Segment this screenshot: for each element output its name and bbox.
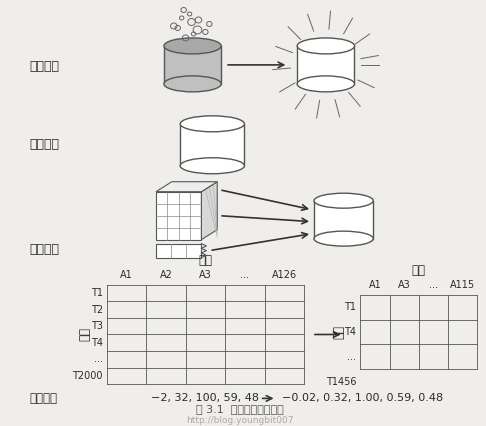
Text: T1: T1	[91, 288, 103, 298]
Text: T1: T1	[345, 302, 356, 312]
Polygon shape	[156, 182, 217, 192]
Text: A1: A1	[120, 270, 133, 279]
Text: T2000: T2000	[72, 371, 103, 381]
Text: T1456: T1456	[326, 377, 356, 387]
Bar	[180, 124, 244, 166]
Text: 事务: 事务	[332, 325, 345, 339]
Text: 属性: 属性	[198, 253, 212, 267]
Text: ...: ...	[347, 352, 356, 362]
Ellipse shape	[314, 231, 373, 246]
Text: http://blog.youngbit007: http://blog.youngbit007	[186, 416, 294, 425]
Text: A126: A126	[272, 270, 297, 279]
Text: T4: T4	[345, 327, 356, 337]
Text: A1: A1	[368, 279, 382, 290]
Text: A115: A115	[450, 279, 475, 290]
Bar	[156, 192, 201, 240]
Text: ...: ...	[241, 270, 249, 279]
Ellipse shape	[180, 116, 244, 132]
Ellipse shape	[297, 76, 354, 92]
Text: ...: ...	[429, 279, 438, 290]
Ellipse shape	[164, 38, 221, 54]
Text: 事务: 事务	[78, 328, 91, 342]
Text: A3: A3	[199, 270, 212, 279]
Text: T4: T4	[91, 338, 103, 348]
Text: T3: T3	[91, 321, 103, 331]
Text: ...: ...	[94, 354, 103, 365]
Text: −2, 32, 100, 59, 48: −2, 32, 100, 59, 48	[151, 393, 260, 403]
Text: 数据清理: 数据清理	[30, 60, 60, 73]
Text: A3: A3	[398, 279, 411, 290]
Ellipse shape	[297, 38, 354, 54]
Text: 数据集成: 数据集成	[30, 138, 60, 151]
Ellipse shape	[180, 158, 244, 174]
Text: −0.02, 0.32, 1.00, 0.59, 0.48: −0.02, 0.32, 1.00, 0.59, 0.48	[282, 393, 444, 403]
Ellipse shape	[314, 193, 373, 208]
Text: 数据归约: 数据归约	[30, 243, 60, 256]
Bar	[156, 244, 201, 258]
Text: A2: A2	[159, 270, 173, 279]
Bar	[314, 201, 373, 239]
Text: 属性: 属性	[412, 264, 426, 276]
Bar	[297, 46, 354, 84]
Text: 图 3.1  数据预处理的形式: 图 3.1 数据预处理的形式	[196, 404, 284, 414]
Ellipse shape	[164, 76, 221, 92]
Text: T2: T2	[90, 305, 103, 314]
Bar	[164, 46, 221, 84]
Text: 数据变换: 数据变换	[30, 392, 58, 405]
Polygon shape	[201, 182, 217, 240]
